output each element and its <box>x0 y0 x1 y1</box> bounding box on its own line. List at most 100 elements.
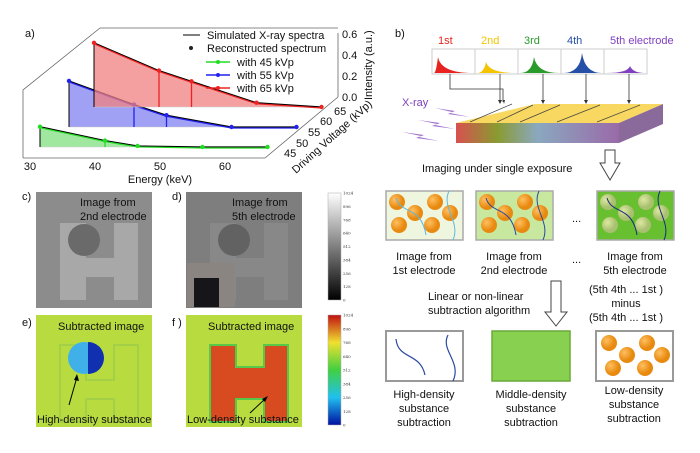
z-tick: 45 <box>284 148 296 160</box>
panel-b: b) 1st 2nd 3rd 4th 5th electrode X-ray Imagi… <box>385 28 675 429</box>
panel-a-chart: a) 30 40 50 60 Energy (keV) 0.0 0.2 0.4 … <box>22 27 375 186</box>
algorithm-label: Linear or non-linear <box>428 291 524 303</box>
caption: substance <box>506 403 556 415</box>
colorbar-tick: 384 <box>343 381 351 386</box>
data-point <box>102 138 108 143</box>
electrode-spectrum-box <box>603 48 648 75</box>
caption: subtraction <box>504 417 558 429</box>
caption: subtraction <box>607 413 661 425</box>
series-area <box>40 126 268 147</box>
data-point <box>156 68 162 73</box>
colorbar-tick: 896 <box>343 326 351 331</box>
colorbar-tick: 640 <box>343 231 351 236</box>
panel-label-d: d) <box>172 191 182 203</box>
ellipsis: ... <box>572 254 581 266</box>
jet-colorbar <box>327 314 342 426</box>
colorbar-tick: 1024 <box>343 191 354 196</box>
data-point <box>189 79 194 84</box>
caption: Image from <box>80 197 136 209</box>
x-axis-label: Energy (keV) <box>128 174 192 186</box>
data-point <box>229 124 234 130</box>
colorbar-tick: 128 <box>343 409 351 414</box>
caption: subtraction <box>397 417 451 429</box>
data-point <box>37 124 43 129</box>
y-tick: 0.0 <box>342 92 357 104</box>
x-tick: 50 <box>154 161 166 173</box>
z-tick: 50 <box>296 138 308 150</box>
middle-density-box <box>491 330 571 382</box>
z-tick: 60 <box>320 116 332 128</box>
spectrum-peak <box>477 62 516 73</box>
series-area <box>94 42 322 107</box>
series-area <box>69 80 297 127</box>
legend: Simulated X-ray spectra Reconstructed sp… <box>183 30 326 95</box>
chart-frame <box>22 27 338 158</box>
caption: 1st electrode <box>393 265 456 277</box>
electrode-label: 1st <box>438 35 453 47</box>
legend-entry: Reconstructed spectrum <box>207 43 326 55</box>
caption: 2nd electrode <box>80 211 147 223</box>
colorbar-tick: 640 <box>343 354 351 359</box>
y-tick: 0.2 <box>342 71 357 83</box>
ellipsis: ... <box>572 213 581 225</box>
panel-label-e: e) <box>22 317 32 329</box>
panel-e: e) Subtracted image High-density substan… <box>22 315 152 427</box>
panel-label-c: c) <box>22 191 31 203</box>
panel-f: f ) Subtracted image Low-density substan… <box>172 315 302 427</box>
spectrum-peak <box>606 66 645 73</box>
data-point <box>135 143 140 149</box>
colorbar-tick: 384 <box>343 257 351 262</box>
detector-top <box>456 104 663 123</box>
formula: minus <box>611 298 641 310</box>
z-tick: 65 <box>334 106 346 118</box>
x-tick: 60 <box>219 161 231 173</box>
x-tick: 40 <box>89 161 101 173</box>
y-axis-label: Intensity (a.u.) <box>363 30 375 100</box>
formula: (5th 4th ... 1st ) <box>589 312 663 324</box>
caption: Image from <box>232 197 288 209</box>
down-arrow-1 <box>599 149 621 181</box>
connector-arrow <box>449 74 504 102</box>
colorbar-tick: 256 <box>343 271 351 276</box>
detector-side <box>619 104 663 143</box>
legend-entry: Simulated X-ray spectra <box>207 30 325 42</box>
algorithm-label: subtraction algorithm <box>428 305 530 317</box>
colorbar-tick: 0 <box>343 423 346 428</box>
x-tick: 30 <box>24 161 36 173</box>
caption: High-density <box>393 389 455 401</box>
panel-label-f: f ) <box>172 317 182 329</box>
spectrum-peak <box>434 57 473 73</box>
caption: substance <box>399 403 449 415</box>
colorbar-tick: 768 <box>343 340 351 345</box>
caption: substance <box>609 399 659 411</box>
electrode-label: 3rd <box>524 35 540 47</box>
caption: Low-density <box>605 385 664 397</box>
caption: Subtracted image <box>58 321 144 333</box>
data-point <box>319 104 324 110</box>
x-ticks: 30 40 50 60 <box>24 161 231 173</box>
z-tick: 55 <box>308 127 320 139</box>
panel-c: c) Image from 2nd electrode <box>22 191 152 308</box>
caption: Image from <box>486 251 542 263</box>
electrode-label: 4th <box>567 35 582 47</box>
data-point <box>66 78 72 84</box>
caption: Image from <box>396 251 452 263</box>
data-point <box>164 113 169 118</box>
grayscale-colorbar <box>327 192 342 301</box>
legend-entry: with 45 kVp <box>236 57 294 69</box>
caption: Subtracted image <box>208 321 294 333</box>
down-arrow-2 <box>543 280 569 327</box>
xray-label: X-ray <box>402 97 429 109</box>
chart-base <box>23 96 339 159</box>
colorbar-tick: 512 <box>343 368 351 373</box>
spectrum-peak <box>520 57 559 73</box>
annotation: High-density substance <box>37 414 151 426</box>
colorbar-tick: 512 <box>343 244 351 249</box>
colorbar-tick: 896 <box>343 204 351 209</box>
colorbar-tick: 768 <box>343 217 351 222</box>
colorbar-tick: 256 <box>343 395 351 400</box>
panel-d: d) Image from 5th electrode <box>172 191 302 308</box>
panel-label-b: b) <box>395 28 405 40</box>
panel-label-a: a) <box>25 28 35 40</box>
colorbar-tick: 1024 <box>343 313 354 318</box>
